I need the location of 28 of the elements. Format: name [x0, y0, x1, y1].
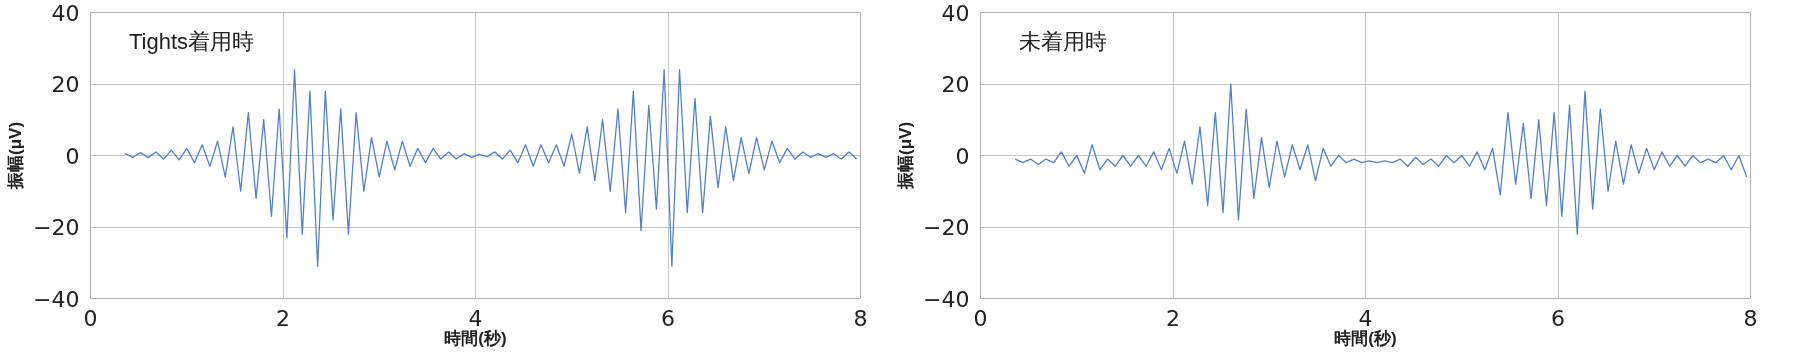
x-tick-label: 4: [468, 305, 483, 331]
y-tick-label: 20: [941, 72, 970, 97]
y-axis-title: 振幅(μV): [896, 121, 916, 191]
x-tick-label: 6: [661, 305, 675, 331]
text: 未着用時: [1019, 28, 1107, 54]
y-tick-label: 20: [51, 72, 80, 97]
y-tick-label: −40: [923, 286, 970, 312]
y-tick-label: 0: [955, 143, 970, 169]
x-tick-label: 6: [1551, 305, 1565, 331]
x-tick-label: 8: [853, 305, 868, 331]
y-tick-label: 40: [51, 0, 80, 26]
y-tick-label: −20: [33, 215, 80, 240]
y-tick-label: −40: [33, 286, 80, 312]
y-tick-label: 0: [65, 143, 80, 169]
y-tick-label: −20: [923, 215, 970, 240]
line-series: [124, 69, 858, 267]
x-tick-label: 4: [1358, 305, 1373, 331]
y-axis-title: 振幅(μV): [6, 121, 26, 191]
x-tick-label: 2: [276, 305, 290, 331]
text: Tights着用時: [129, 28, 255, 54]
x-axis-title: 時間(秒): [1334, 328, 1397, 348]
x-tick-label: 2: [1166, 305, 1180, 331]
y-tick-label: 40: [941, 0, 970, 26]
x-tick-label: 0: [83, 305, 98, 331]
x-axis-title: 時間(秒): [444, 328, 507, 348]
x-tick-label: 0: [973, 305, 988, 331]
line-series: [1014, 83, 1748, 235]
x-tick-label: 8: [1743, 305, 1758, 331]
